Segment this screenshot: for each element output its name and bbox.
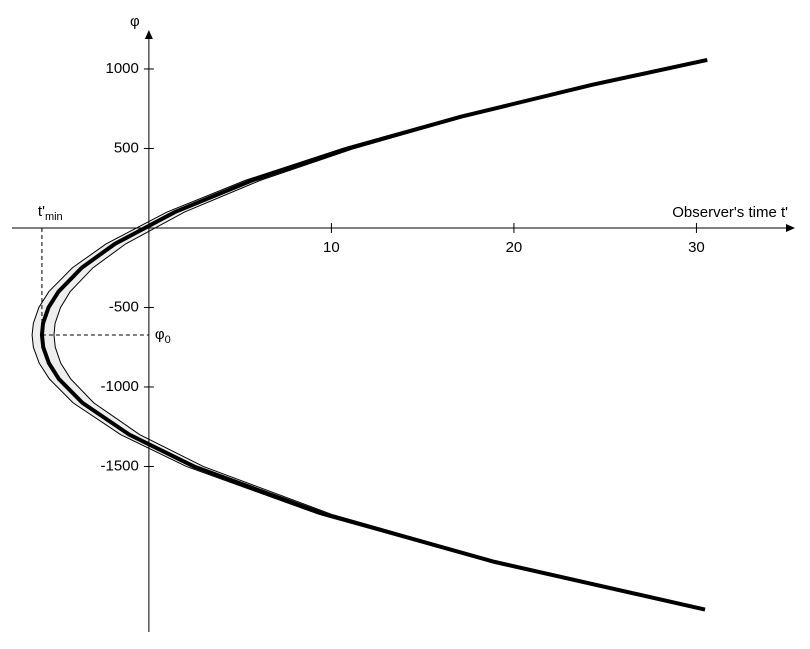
phi0-label-sub: 0 bbox=[165, 334, 171, 346]
curve-center bbox=[39, 57, 708, 612]
y-tick-label: -500 bbox=[109, 298, 139, 315]
x-tick-label: 10 bbox=[323, 239, 340, 256]
x-axis-label: Observer's time t' bbox=[672, 204, 788, 221]
y-arrow bbox=[144, 30, 153, 39]
curve-outer bbox=[31, 59, 708, 611]
x-tick-label: 20 bbox=[506, 239, 523, 256]
phi0-label: φ0 bbox=[155, 326, 171, 346]
phi0-label-base: φ bbox=[155, 326, 165, 343]
x-tick-label: 30 bbox=[688, 239, 705, 256]
tmin-label-sub: min bbox=[45, 211, 63, 223]
y-tick-label: -1000 bbox=[101, 378, 139, 395]
tmin-label-base: t' bbox=[38, 203, 45, 220]
y-axis-label: φ bbox=[130, 13, 140, 30]
band-inner bbox=[53, 59, 708, 610]
y-tick-label: -1500 bbox=[101, 457, 139, 474]
y-tick-label: 500 bbox=[114, 139, 139, 156]
y-tick-label: 1000 bbox=[106, 60, 139, 77]
x-arrow bbox=[786, 223, 795, 232]
curve-inner bbox=[53, 59, 708, 611]
tmin-label: t'min bbox=[38, 203, 63, 223]
